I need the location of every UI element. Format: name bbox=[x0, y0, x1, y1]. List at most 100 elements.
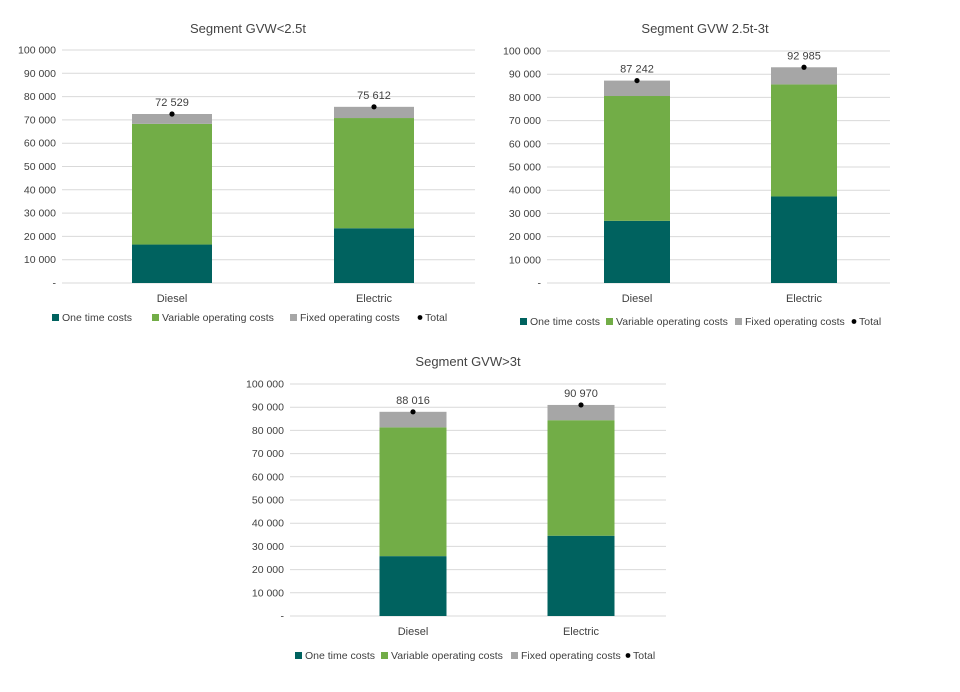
bar-segment-variable-operating-costs bbox=[771, 84, 837, 197]
legend-label: Variable operating costs bbox=[616, 316, 728, 328]
chart-title: Segment GVW<2.5t bbox=[190, 21, 306, 36]
y-tick-label: 70 000 bbox=[252, 448, 284, 460]
bar-segment-variable-operating-costs bbox=[132, 123, 212, 245]
legend-label: Variable operating costs bbox=[391, 650, 503, 662]
x-category-label: Electric bbox=[563, 626, 600, 638]
legend-label: Total bbox=[859, 316, 881, 328]
legend-swatch bbox=[295, 652, 302, 659]
y-tick-label: 50 000 bbox=[252, 495, 284, 507]
y-tick-label: 20 000 bbox=[252, 564, 284, 576]
y-tick-label: 20 000 bbox=[24, 231, 56, 243]
y-tick-label: - bbox=[281, 611, 285, 623]
y-tick-label: - bbox=[53, 278, 57, 290]
y-tick-label: 10 000 bbox=[509, 254, 541, 266]
chart-title: Segment GVW>3t bbox=[415, 354, 521, 369]
total-data-label: 92 985 bbox=[787, 50, 821, 62]
bar-segment-fixed-operating-costs bbox=[771, 67, 837, 85]
total-data-label: 88 016 bbox=[396, 395, 430, 407]
bar-segment-variable-operating-costs bbox=[604, 96, 670, 221]
bar-segment-fixed-operating-costs bbox=[379, 411, 447, 428]
y-tick-label: 100 000 bbox=[18, 45, 56, 57]
total-marker bbox=[801, 64, 807, 70]
chart-2: Segment GVW 2.5t-3t - 10 000 20 000 30 000 40… bbox=[503, 21, 890, 328]
legend-label: Fixed operating costs bbox=[300, 312, 400, 324]
chart-title: Segment GVW 2.5t-3t bbox=[641, 21, 769, 36]
legend-label: One time costs bbox=[530, 316, 600, 328]
y-tick-label: 40 000 bbox=[24, 184, 56, 196]
bar-segment-fixed-operating-costs bbox=[604, 80, 670, 97]
y-tick-label: 90 000 bbox=[24, 68, 56, 80]
y-tick-label: 90 000 bbox=[252, 402, 284, 414]
y-tick-label: 100 000 bbox=[503, 46, 541, 58]
legend-label: Variable operating costs bbox=[162, 312, 274, 324]
total-marker bbox=[371, 104, 377, 110]
y-tick-label: 80 000 bbox=[24, 91, 56, 103]
bar-segment-variable-operating-costs bbox=[547, 420, 615, 536]
x-category-label: Diesel bbox=[398, 626, 429, 638]
legend-swatch bbox=[606, 318, 613, 325]
bar-segment-variable-operating-costs bbox=[379, 427, 447, 557]
legend-marker bbox=[851, 319, 857, 324]
bar-segment-fixed-operating-costs bbox=[547, 404, 615, 421]
x-category-label: Electric bbox=[786, 293, 823, 305]
y-tick-label: 90 000 bbox=[509, 69, 541, 81]
chart-1: Segment GVW<2.5t - 10 000 20 000 30 000 40 00… bbox=[18, 21, 475, 324]
y-tick-label: 60 000 bbox=[24, 138, 56, 150]
legend: One time costs Variable operating costs Fi… bbox=[295, 650, 655, 662]
bar-segment-one-time-costs bbox=[547, 535, 615, 616]
bar-segment-one-time-costs bbox=[604, 220, 670, 283]
y-tick-label: 60 000 bbox=[509, 138, 541, 150]
bar-segment-one-time-costs bbox=[771, 196, 837, 283]
legend-swatch bbox=[290, 314, 297, 321]
legend-marker bbox=[625, 653, 631, 658]
bar-segment-one-time-costs bbox=[132, 244, 212, 283]
legend-label: Fixed operating costs bbox=[521, 650, 621, 662]
legend-swatch bbox=[520, 318, 527, 325]
y-tick-label: 50 000 bbox=[24, 161, 56, 173]
y-tick-label: 40 000 bbox=[509, 185, 541, 197]
x-category-label: Diesel bbox=[157, 293, 188, 305]
x-category-label: Electric bbox=[356, 293, 393, 305]
total-data-label: 75 612 bbox=[357, 90, 391, 102]
legend-marker bbox=[417, 315, 423, 320]
bar-segment-fixed-operating-costs bbox=[132, 114, 212, 124]
legend-swatch bbox=[152, 314, 159, 321]
bar-segment-variable-operating-costs bbox=[334, 118, 414, 229]
legend: One time costs Variable operating costs Fi… bbox=[520, 316, 881, 328]
legend-label: Fixed operating costs bbox=[745, 316, 845, 328]
bar-segment-one-time-costs bbox=[379, 556, 447, 616]
y-tick-label: 30 000 bbox=[252, 541, 284, 553]
legend-label: Total bbox=[425, 312, 447, 324]
y-tick-label: 40 000 bbox=[252, 518, 284, 530]
total-marker bbox=[169, 111, 175, 117]
legend-swatch bbox=[381, 652, 388, 659]
y-tick-label: 70 000 bbox=[24, 114, 56, 126]
total-data-label: 87 242 bbox=[620, 64, 654, 76]
y-tick-label: 70 000 bbox=[509, 115, 541, 127]
legend-label: One time costs bbox=[305, 650, 375, 662]
total-data-label: 72 529 bbox=[155, 97, 189, 109]
bar-segment-one-time-costs bbox=[334, 228, 414, 283]
y-tick-label: 80 000 bbox=[252, 425, 284, 437]
legend-swatch bbox=[735, 318, 742, 325]
legend-swatch bbox=[52, 314, 59, 321]
legend: One time costs Variable operating costs Fi… bbox=[52, 312, 447, 324]
y-tick-label: 30 000 bbox=[24, 208, 56, 220]
y-tick-label: 10 000 bbox=[24, 254, 56, 266]
y-tick-label: 50 000 bbox=[509, 162, 541, 174]
legend-swatch bbox=[511, 652, 518, 659]
chart-3: Segment GVW>3t - 10 000 20 000 30 000 40 000 5… bbox=[246, 354, 666, 662]
legend-label: Total bbox=[633, 650, 655, 662]
total-marker bbox=[578, 402, 584, 408]
bar-segment-fixed-operating-costs bbox=[334, 106, 414, 119]
x-category-label: Diesel bbox=[622, 293, 653, 305]
y-tick-label: 20 000 bbox=[509, 231, 541, 243]
y-tick-label: 100 000 bbox=[246, 379, 284, 391]
legend-label: One time costs bbox=[62, 312, 132, 324]
total-marker bbox=[634, 77, 640, 84]
y-tick-label: 60 000 bbox=[252, 471, 284, 483]
y-tick-label: 80 000 bbox=[509, 92, 541, 104]
total-data-label: 90 970 bbox=[564, 388, 598, 400]
y-tick-label: - bbox=[538, 278, 542, 290]
